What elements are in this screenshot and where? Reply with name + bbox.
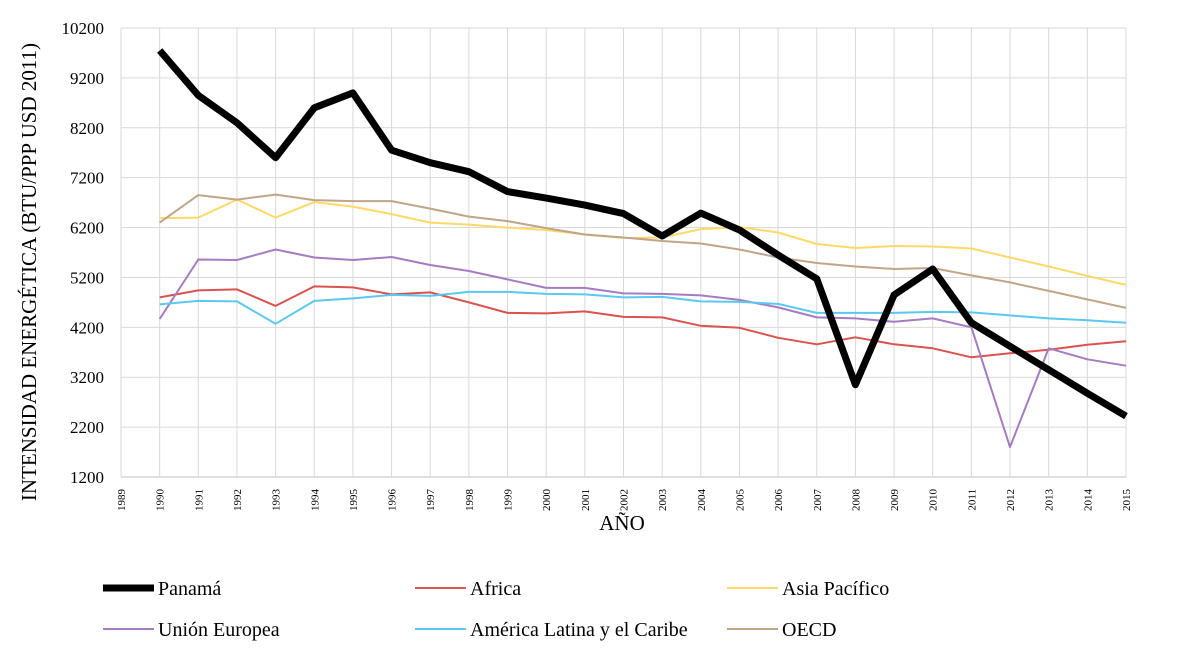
legend-label-asia-pacifico: Asia Pacífico (782, 578, 889, 600)
y-tick-label: 6200 (70, 219, 104, 238)
x-tick-label: 1989 (116, 489, 128, 512)
series-line-oecd (159, 193, 1127, 309)
y-tick-label: 1200 (70, 468, 104, 487)
x-tick-label: 1999 (503, 489, 515, 512)
series-line-asia-pacifico (159, 198, 1127, 286)
x-tick-label: 1990 (155, 489, 167, 512)
y-tick-label: 4200 (70, 318, 104, 337)
series-lines (157, 48, 1128, 449)
x-tick-label: 2015 (1121, 489, 1133, 512)
y-tick-label: 2200 (70, 418, 104, 437)
series-line-union-europea (158, 248, 1127, 449)
legend-label-panama: Panamá (158, 578, 221, 600)
x-tick-label: 1993 (271, 489, 283, 512)
x-tick-label: 2007 (812, 489, 824, 512)
x-axis-title: AÑO (599, 511, 645, 535)
x-tick-label: 1994 (309, 489, 321, 512)
x-tick-label: 2005 (734, 489, 746, 512)
y-tick-label: 10200 (62, 19, 105, 38)
x-tick-label: 1992 (232, 489, 244, 511)
x-tick-label: 1995 (348, 489, 360, 512)
x-tick-label: 1998 (464, 489, 476, 512)
x-tick-label: 2008 (850, 489, 862, 512)
x-tick-label: 2001 (580, 489, 592, 511)
legend-label-africa: Africa (470, 578, 521, 600)
x-tick-label: 2003 (657, 489, 669, 512)
legend: Panamá Africa Asia Pacífico Unión Europea Am… (103, 578, 889, 641)
x-tick-label: 1996 (387, 489, 399, 512)
x-tick-label: 1997 (425, 489, 437, 512)
legend-label-union-europea: Unión Europea (158, 619, 280, 641)
y-tick-label: 8200 (70, 119, 104, 138)
x-tick-label: 1991 (193, 489, 205, 511)
x-tick-label: 2000 (541, 489, 553, 512)
y-tick-label: 9200 (70, 69, 104, 88)
x-tick-label: 2004 (696, 489, 708, 512)
x-tick-label: 2002 (619, 489, 631, 511)
x-axis-ticks: 1989 1990 1991 1992 1993 1994 1995 1996 1997 1998… (116, 489, 1133, 512)
series-line-panama (157, 48, 1128, 420)
x-tick-label: 2009 (889, 489, 901, 512)
y-tick-label: 3200 (70, 368, 104, 387)
x-tick-label: 2010 (928, 489, 940, 512)
y-tick-label: 5200 (70, 268, 104, 287)
series-line-africa (159, 285, 1127, 359)
x-tick-label: 2012 (1005, 489, 1017, 511)
x-tick-label: 2011 (966, 489, 978, 511)
series-line-america-latina-y-el-caribe (159, 290, 1127, 325)
y-axis-ticks: 1200 2200 3200 4200 5200 6200 7200 8200 9200 1020… (62, 19, 105, 487)
y-axis-title: INTENSIDAD ENERGÉTICA (BTU/PPP USD 2011) (17, 43, 41, 501)
x-tick-label: 2006 (773, 489, 785, 512)
legend-label-oecd: OECD (782, 619, 836, 641)
y-tick-label: 7200 (70, 169, 104, 188)
x-tick-label: 2013 (1044, 489, 1056, 512)
x-tick-label: 2014 (1082, 489, 1094, 512)
legend-label-america-latina-y-el-caribe: América Latina y el Caribe (470, 619, 688, 641)
gridlines (120, 27, 1127, 478)
